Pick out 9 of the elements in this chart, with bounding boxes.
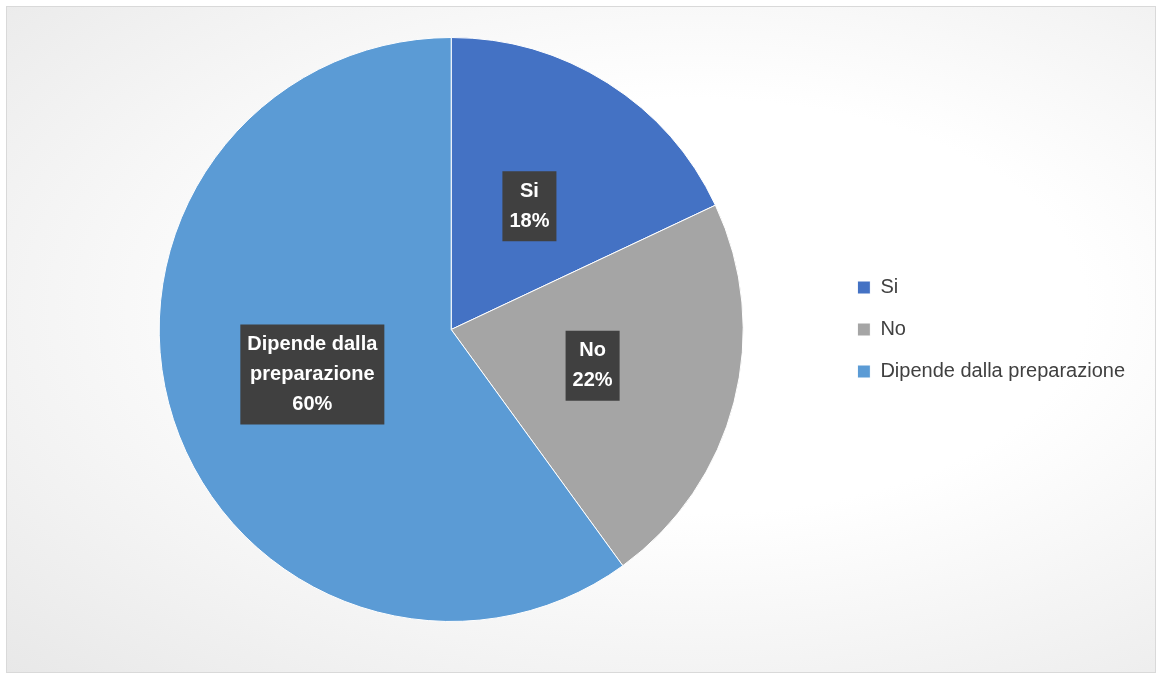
data-label: 18% (509, 208, 550, 231)
slice-label: Si (519, 178, 539, 201)
legend-label: No (880, 317, 906, 340)
slice-label: No (579, 338, 606, 361)
data-label: 60% (292, 392, 333, 415)
legend-label: Dipende dalla preparazione (880, 359, 1126, 382)
data-label: 22% (572, 368, 613, 391)
legend-label: Si (880, 275, 899, 298)
slice-label: Dipende dalla preparazione (247, 332, 379, 385)
